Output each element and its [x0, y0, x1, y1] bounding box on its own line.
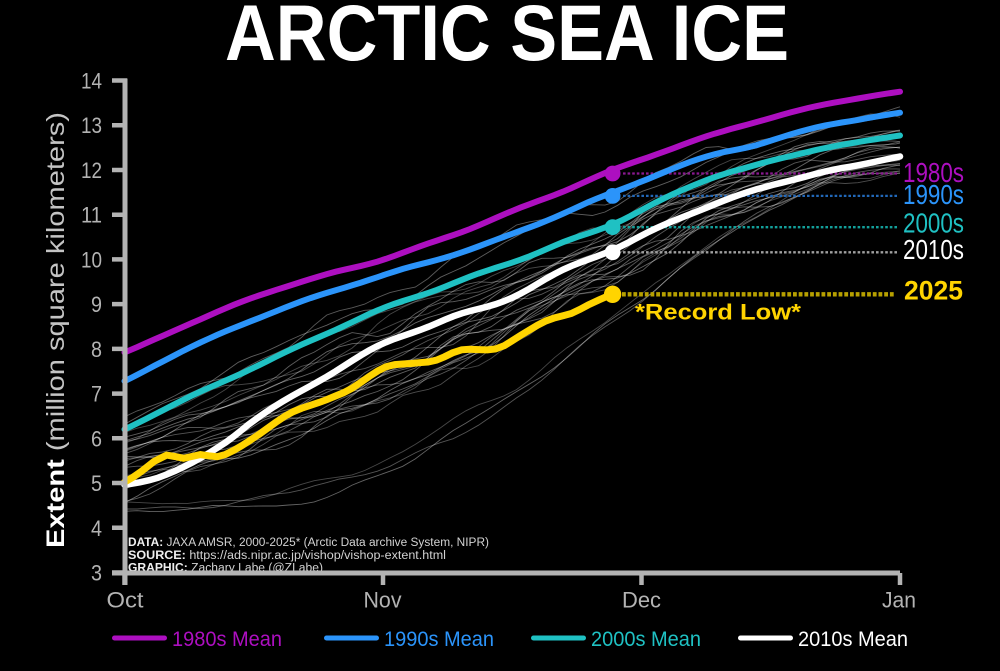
svg-text:11: 11 — [81, 203, 102, 228]
svg-text:4: 4 — [91, 516, 102, 541]
svg-text:2010s Mean: 2010s Mean — [798, 628, 908, 651]
svg-text:1990s: 1990s — [903, 179, 964, 210]
svg-text:ARCTIC SEA ICE: ARCTIC SEA ICE — [225, 0, 789, 77]
svg-text:1990s Mean: 1990s Mean — [384, 628, 494, 651]
svg-text:Extent (million square kilomet: Extent (million square kilometers) — [42, 112, 70, 548]
svg-text:Dec: Dec — [622, 588, 661, 613]
svg-text:2000s: 2000s — [903, 208, 964, 239]
svg-text:6: 6 — [91, 426, 102, 451]
svg-text:8: 8 — [91, 337, 102, 362]
svg-text:7: 7 — [91, 382, 102, 407]
svg-text:DATA: JAXA AMSR, 2000-2025* (A: DATA: JAXA AMSR, 2000-2025* (Arctic Data… — [128, 537, 489, 549]
svg-text:2000s Mean: 2000s Mean — [591, 628, 701, 651]
svg-text:10: 10 — [81, 247, 102, 272]
svg-text:2025: 2025 — [904, 276, 963, 306]
svg-text:SOURCE: https://ads.nipr.ac.jp: SOURCE: https://ads.nipr.ac.jp/vishop/vi… — [128, 550, 446, 562]
svg-text:1980s Mean: 1980s Mean — [172, 628, 282, 651]
svg-text:2010s: 2010s — [903, 234, 964, 265]
svg-text:5: 5 — [91, 471, 102, 496]
svg-text:13: 13 — [81, 113, 102, 138]
svg-text:*Record Low*: *Record Low* — [635, 300, 801, 325]
svg-text:Oct: Oct — [107, 588, 145, 613]
svg-text:1980s: 1980s — [903, 157, 964, 188]
svg-text:Jan: Jan — [882, 588, 916, 613]
svg-text:14: 14 — [81, 69, 102, 94]
svg-text:12: 12 — [81, 158, 102, 183]
svg-text:Nov: Nov — [364, 588, 403, 613]
svg-text:9: 9 — [91, 292, 102, 317]
svg-text:3: 3 — [91, 561, 102, 586]
